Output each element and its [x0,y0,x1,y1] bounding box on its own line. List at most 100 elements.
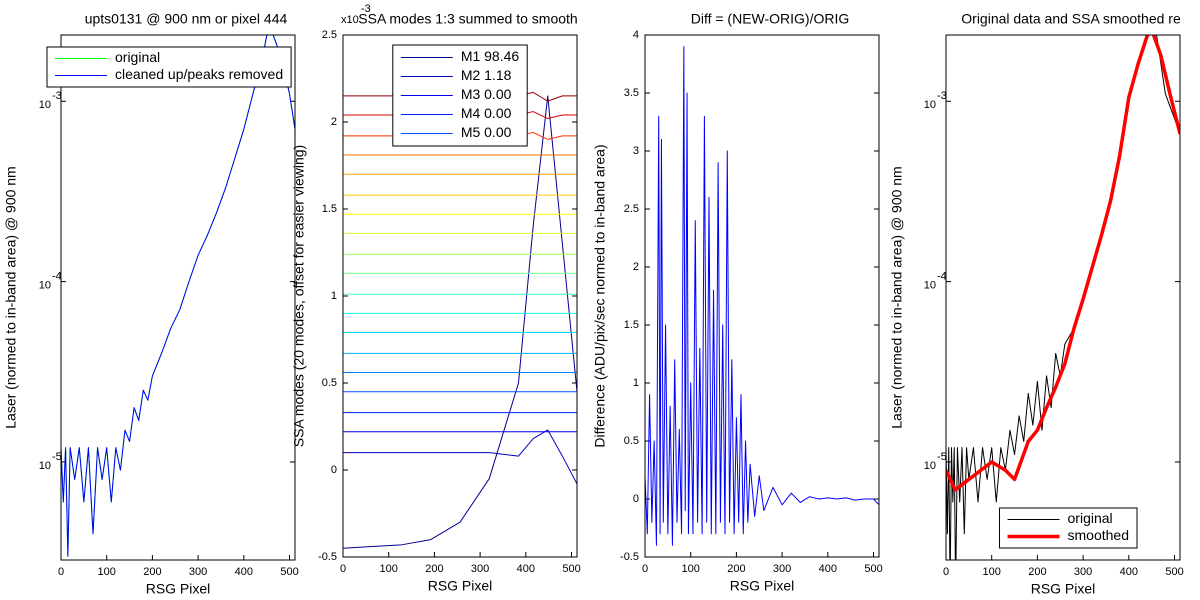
y-tick-exponent: -5 [52,451,62,463]
legend-label: M4 0.00 [461,105,512,121]
plot-frame [644,34,880,558]
series-line [946,35,1180,492]
y-tick-label: 10 [39,460,51,472]
y-tick-label: 10 [924,460,936,472]
y-tick-label: 1 [633,377,639,389]
y-tick-label: -0.5 [620,551,639,563]
plot-area [946,35,1180,560]
legend-box [46,46,292,88]
y-tick-label: 4 [633,29,639,41]
chart-title: Diff = (NEW-ORIG)/ORIG [691,11,850,27]
legend-label: smoothed [1068,527,1129,543]
plot-area [645,46,879,546]
x-axis-label: RSG Pixel [146,581,211,597]
plot-area [343,91,577,549]
panel: upts0131 @ 900 nm or pixel 444 RSG Pixel L… [3,11,299,597]
series-line [61,35,295,557]
x-tick-label: 0 [58,566,64,578]
x-tick-label: 100 [98,566,116,578]
series-line [343,95,577,549]
series-line [645,46,879,546]
x-tick-label: 400 [1120,566,1138,578]
series-line [946,35,1180,560]
x-tick-label: 200 [143,566,161,578]
y-tick-label: 0 [331,464,337,476]
plot-frame [342,34,578,558]
x-tick-label: 0 [340,563,346,575]
chart-title: SSA modes 1:3 summed to smooth [358,11,577,27]
legend-label: cleaned up/peaks removed [115,66,283,82]
x-tick-label: 200 [1028,566,1046,578]
y-tick-label: 10 [924,99,936,111]
x-axis-label: RSG Pixel [730,578,795,594]
x-tick-label: 400 [235,566,253,578]
x-tick-label: 100 [380,563,398,575]
y-offset-label: x10 [341,14,359,26]
legend-label: original [1068,510,1113,526]
y-tick-label: 0.5 [322,377,337,389]
legend-label: M5 0.00 [461,124,512,140]
y-tick-label: -0.5 [318,551,337,563]
y-axis-label: SSA modes (20 modes, offset for easier v… [291,145,307,447]
y-tick-label: 1.5 [624,319,639,331]
y-tick-label: 10 [39,280,51,292]
x-tick-label: 500 [280,566,298,578]
x-tick-label: 200 [425,563,443,575]
x-axis-label: RSG Pixel [428,578,493,594]
y-tick-exponent: -4 [52,271,62,283]
y-tick-label: 3.5 [624,87,639,99]
y-tick-exponent: -4 [937,271,947,283]
panel: Original data and SSA smoothed re RSG Pix… [889,11,1184,597]
y-tick-label: 0.5 [624,435,639,447]
x-tick-label: 400 [819,563,837,575]
chart-title: Original data and SSA smoothed re [961,11,1181,27]
x-tick-label: 300 [189,566,207,578]
x-tick-label: 300 [773,563,791,575]
legend-label: M3 0.00 [461,86,512,102]
y-tick-label: 3 [633,145,639,157]
x-tick-label: 400 [517,563,535,575]
legend: M1 98.46 M2 1.18 M3 0.00 M4 0.00 M5 0.00 [392,44,528,147]
legend-box [999,507,1138,549]
legend-label: original [115,49,160,65]
y-tick-label: 1 [331,290,337,302]
y-offset-exponent: -3 [361,3,371,15]
x-tick-label: 500 [562,563,580,575]
y-tick-exponent: -3 [937,90,947,102]
y-tick-label: 0 [633,493,639,505]
x-tick-label: 300 [1074,566,1092,578]
legend-label: M1 98.46 [461,48,520,64]
series-line [343,429,577,485]
legend-label: M2 1.18 [461,67,512,83]
y-tick-label: 2.5 [624,203,639,215]
y-axis-label: Difference (ADU/pix/sec normed to in-ban… [592,144,608,447]
x-tick-label: 100 [983,566,1001,578]
x-tick-label: 500 [864,563,882,575]
y-tick-exponent: -3 [52,90,62,102]
x-tick-label: 100 [682,563,700,575]
y-tick-label: 2 [331,116,337,128]
chart-title: upts0131 @ 900 nm or pixel 444 [85,11,288,27]
y-tick-label: 1.5 [322,203,337,215]
plot-frame [60,34,296,561]
plot-frame [945,34,1181,561]
plot-area [61,35,295,557]
x-tick-label: 300 [471,563,489,575]
y-tick-label: 10 [924,280,936,292]
x-axis-label: RSG Pixel [1031,581,1096,597]
y-tick-label: 10 [39,99,51,111]
panel: Diff = (NEW-ORIG)/ORIG RSG Pixel Differenc… [592,11,883,594]
y-axis-label: Laser (normed to in-band area) @ 900 nm [3,166,19,428]
x-tick-label: 500 [1165,566,1183,578]
x-tick-label: 200 [727,563,745,575]
y-tick-label: 2.5 [322,29,337,41]
y-tick-exponent: -5 [937,451,947,463]
x-tick-label: 0 [943,566,949,578]
y-tick-label: 2 [633,261,639,273]
y-axis-label: Laser (normed to in-band area) @ 900 nm [889,166,905,428]
x-tick-label: 0 [642,563,648,575]
